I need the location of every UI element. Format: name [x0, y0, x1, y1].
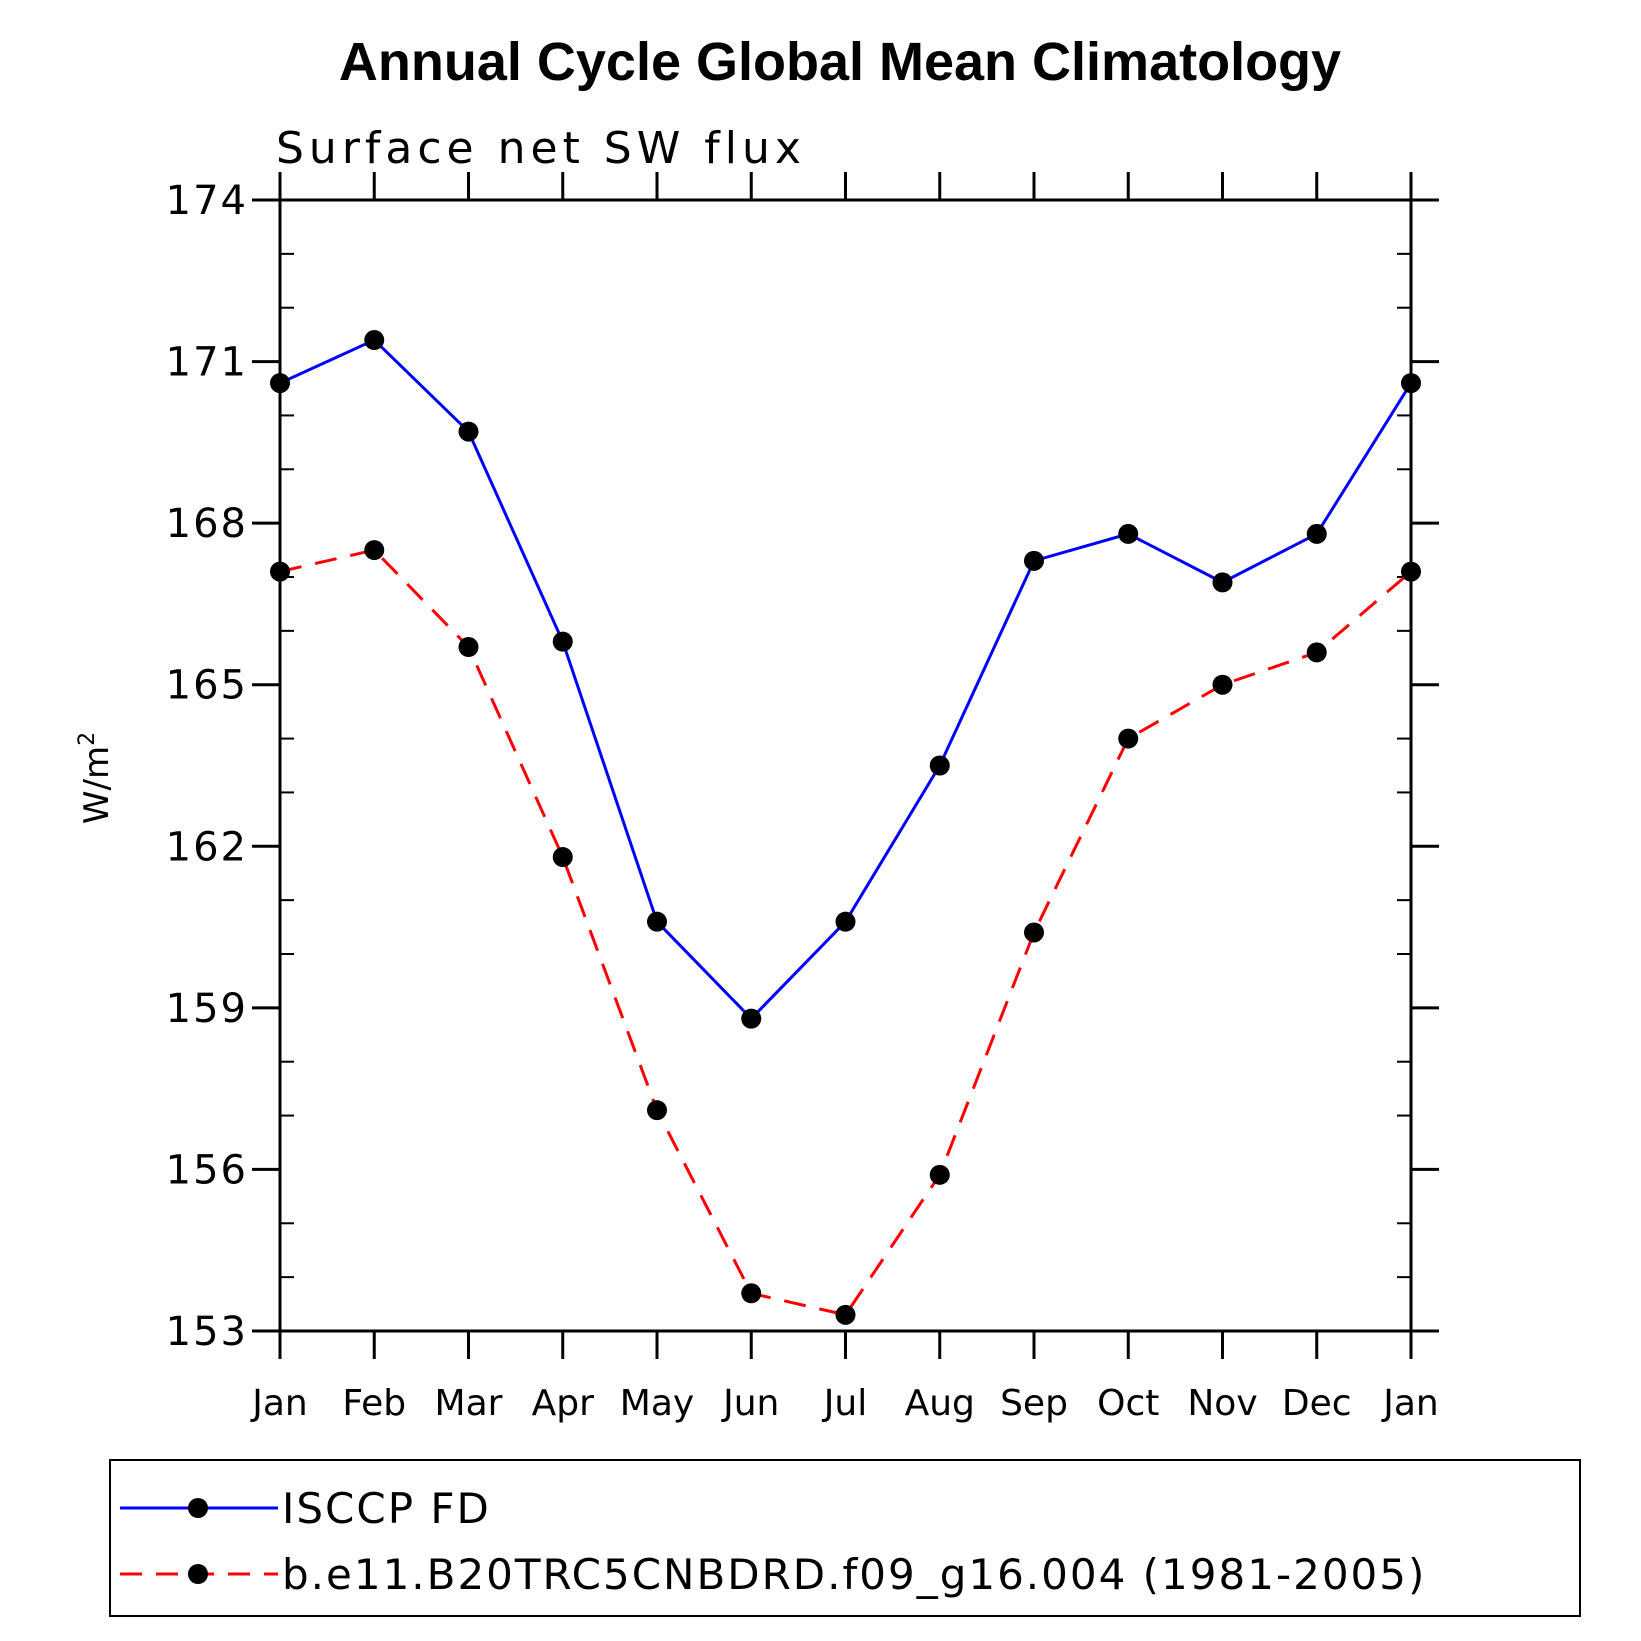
- y-tick-label: 171: [166, 340, 248, 386]
- x-tick-label: Nov: [1187, 1383, 1257, 1424]
- y-tick-label: 162: [166, 824, 248, 870]
- chart-title: Annual Cycle Global Mean Climatology: [339, 32, 1341, 92]
- data-point: [929, 1164, 950, 1185]
- data-point: [647, 1100, 667, 1121]
- data-point: [364, 330, 385, 351]
- data-point: [458, 421, 479, 442]
- data-point: [1024, 550, 1044, 571]
- legend-marker-1: [188, 1564, 208, 1584]
- data-point: [552, 631, 573, 652]
- data-point: [1118, 523, 1139, 544]
- data-point: [270, 373, 290, 394]
- y-tick-label: 159: [166, 986, 248, 1032]
- chart-subtitle: Surface net SW flux: [276, 123, 806, 174]
- data-point: [1306, 642, 1327, 663]
- x-tick-label: Mar: [435, 1383, 503, 1424]
- x-tick-label: Jul: [822, 1383, 867, 1424]
- legend-items: ISCCP FD b.e11.B20TRC5CNBDRD.f09_g16.004 …: [120, 1484, 1426, 1599]
- x-tick-label: May: [620, 1383, 694, 1424]
- x-tick-label: Dec: [1282, 1383, 1352, 1424]
- x-tick-label: Jan: [250, 1383, 308, 1424]
- x-tick-label: Jan: [1381, 1383, 1439, 1424]
- y-tick-label: 168: [166, 501, 248, 547]
- data-point: [1401, 373, 1421, 394]
- data-point: [1118, 728, 1139, 749]
- y-axis-label-text: W/m: [77, 746, 117, 824]
- y-tick-label: 165: [166, 663, 248, 709]
- plot-frame: [278, 198, 1413, 1333]
- x-tick-label: Sep: [1000, 1383, 1068, 1424]
- data-point: [1024, 922, 1044, 943]
- data-point: [270, 561, 290, 582]
- x-tick-label: Oct: [1097, 1383, 1159, 1424]
- legend-label-1: b.e11.B20TRC5CNBDRD.f09_g16.004 (1981-20…: [282, 1550, 1426, 1599]
- legend-box: [109, 1459, 1581, 1617]
- y-tick-label: 156: [166, 1147, 248, 1193]
- data-point: [1212, 572, 1233, 593]
- data-point: [1401, 561, 1421, 582]
- data-point: [929, 755, 950, 776]
- y-tick-label: 153: [166, 1309, 248, 1355]
- x-tick-label: Aug: [905, 1383, 975, 1424]
- data-point: [1306, 523, 1327, 544]
- series-layer: [270, 330, 1421, 1325]
- data-point: [552, 847, 573, 868]
- y-tick-label: 174: [166, 178, 248, 224]
- data-point: [741, 1283, 762, 1304]
- x-tick-label: Jun: [721, 1383, 779, 1424]
- legend-label-0: ISCCP FD: [282, 1484, 491, 1533]
- data-point: [835, 911, 856, 932]
- legend-marker-0: [188, 1498, 208, 1518]
- data-point: [458, 637, 479, 658]
- y-axis-label: W/m2: [75, 732, 117, 824]
- data-point: [647, 911, 667, 932]
- x-tick-label: Apr: [532, 1383, 594, 1424]
- data-point: [1212, 674, 1233, 695]
- data-point: [741, 1008, 762, 1029]
- data-point: [835, 1304, 856, 1325]
- data-point: [364, 540, 385, 561]
- y-axis-label-sup: 2: [75, 732, 100, 746]
- legend: ISCCP FD b.e11.B20TRC5CNBDRD.f09_g16.004 …: [109, 1459, 1581, 1617]
- series-line-1: [279, 548, 1412, 1317]
- x-tick-label: Feb: [342, 1383, 406, 1424]
- plot-axes: Jan Feb Mar Apr May Jun Jul Aug Sep Oct Nov Dec Jan1…: [166, 172, 1439, 1424]
